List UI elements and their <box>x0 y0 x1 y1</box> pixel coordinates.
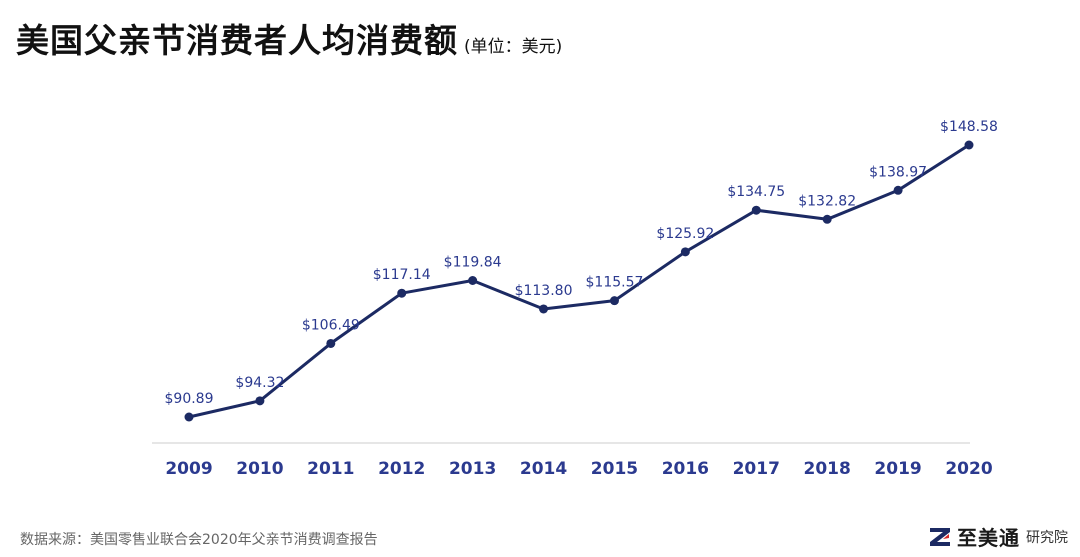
x-tick-label: 2011 <box>307 459 354 479</box>
chart-title-block: 美国父亲节消费者人均消费额 (单位：美元) <box>16 14 562 62</box>
x-tick-label: 2019 <box>874 459 921 479</box>
data-point <box>539 304 549 314</box>
data-label: $90.89 <box>165 391 214 407</box>
source-note: 数据来源：美国零售业联合会2020年父亲节消费调查报告 <box>20 532 378 548</box>
series-line <box>187 143 971 419</box>
x-tick-label: 2017 <box>733 459 780 479</box>
z-logo-icon <box>929 527 951 547</box>
data-label: $125.92 <box>656 226 714 242</box>
x-tick-label: 2012 <box>378 459 425 479</box>
data-point <box>184 412 194 422</box>
x-tick-label: 2015 <box>591 459 638 479</box>
data-label: $117.14 <box>373 267 431 283</box>
x-tick-label: 2010 <box>236 459 283 479</box>
x-tick-label: 2014 <box>520 459 567 479</box>
data-point <box>609 296 619 306</box>
data-label: $113.80 <box>515 283 573 299</box>
data-label: $94.32 <box>235 375 284 391</box>
data-point <box>822 214 832 224</box>
data-point <box>751 205 761 215</box>
chart-title: 美国父亲节消费者人均消费额 <box>16 21 458 60</box>
data-point <box>397 288 407 298</box>
data-point <box>326 338 336 348</box>
data-label: $134.75 <box>727 184 785 200</box>
x-tick-label: 2009 <box>165 459 212 479</box>
data-point <box>893 185 903 195</box>
data-label: $106.49 <box>302 317 360 333</box>
data-point <box>255 396 265 406</box>
data-label: $148.58 <box>940 119 998 135</box>
x-tick-label: 2020 <box>945 459 992 479</box>
data-label: $132.82 <box>798 193 856 209</box>
data-point <box>964 140 974 150</box>
x-tick-label: 2016 <box>662 459 709 479</box>
brand-subtitle: 研究院 <box>1026 529 1068 546</box>
x-tick-label: 2018 <box>804 459 851 479</box>
brand-name: 至美通 <box>957 526 1020 550</box>
chart-unit: (单位：美元) <box>464 37 563 57</box>
brand-logo-block: 至美通 研究院 <box>929 522 1068 551</box>
data-label: $138.97 <box>869 164 927 180</box>
data-label: $119.84 <box>444 255 502 271</box>
x-tick-label: 2013 <box>449 459 496 479</box>
data-point <box>680 247 690 257</box>
data-point <box>468 276 478 286</box>
data-label: $115.57 <box>586 275 644 291</box>
